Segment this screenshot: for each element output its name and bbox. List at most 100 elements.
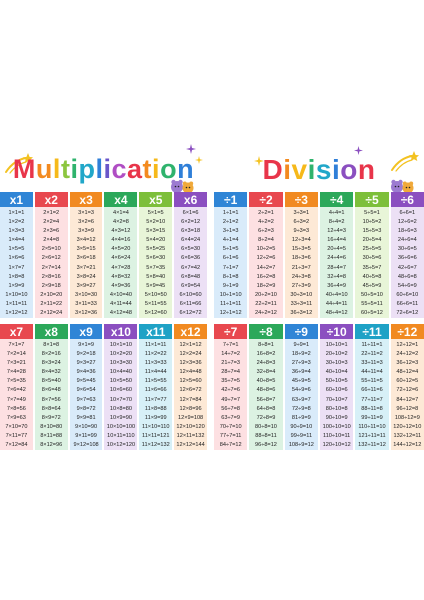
fact-row: 36÷6=6 — [397, 255, 417, 262]
fact-row: 10÷2=5 — [256, 246, 276, 253]
fact-row: 11×6=66 — [144, 387, 167, 394]
fact-row: 3×4=12 — [76, 237, 96, 244]
fact-row: 77÷7=11 — [219, 432, 242, 439]
fact-row: 16÷8=2 — [256, 351, 276, 358]
fact-row: 5×8=40 — [146, 273, 166, 280]
table-header: x12 — [174, 324, 207, 339]
fact-row: 36÷3=12 — [290, 310, 313, 317]
table-body: 8÷8=1 16÷8=2 24÷8=3 32÷8=4 40÷8=5 48÷8=6 56÷8=… — [249, 339, 283, 451]
fact-row: 6×7=42 — [181, 264, 201, 271]
fact-row: 7×5=35 — [6, 378, 26, 385]
fact-row: 100÷10=10 — [322, 423, 351, 430]
table-header: ÷1 — [214, 192, 248, 207]
fact-row: 16÷2=8 — [256, 273, 276, 280]
page-title: Multiplication — [0, 154, 207, 185]
fact-row: 12÷2=6 — [256, 255, 276, 262]
table-body: 8×1=8 8×2=16 8×3=24 8×4=32 8×5=40 8×6=48 8×7=5… — [34, 339, 68, 451]
fact-row: 11×5=55 — [144, 378, 167, 385]
fact-row: 9÷3=3 — [293, 228, 310, 235]
fact-row: 7×8=56 — [6, 405, 26, 412]
fact-row: 144÷12=12 — [393, 442, 422, 449]
fact-row: 12÷3=4 — [291, 237, 311, 244]
fact-row: 11×7=77 — [144, 396, 167, 403]
fact-row: 9÷9=1 — [293, 342, 310, 348]
fact-row: 8×5=40 — [41, 378, 61, 385]
fact-row: 8÷2=4 — [258, 237, 274, 244]
fact-row: 12×4=48 — [179, 369, 202, 376]
fact-row: 8×7=56 — [41, 396, 61, 403]
fact-row: 27÷9=3 — [291, 360, 311, 367]
fact-row: 22÷2=11 — [255, 300, 277, 307]
fact-row: 4×3=12 — [111, 228, 131, 235]
table-column: x9 9×1=9 9×2=18 9×3=27 9×4=36 9×5=45 9×6=54 9×7… — [69, 324, 103, 451]
fact-row: 11×9=99 — [144, 414, 167, 421]
fact-row: 36÷12=3 — [396, 360, 419, 367]
fact-row: 4÷1=4 — [222, 237, 239, 244]
fact-row: 1×10=10 — [5, 291, 28, 298]
fact-row: 1×5=5 — [8, 246, 25, 253]
fact-row: 60÷10=6 — [325, 387, 348, 394]
fact-row: 24÷3=8 — [291, 273, 311, 280]
table-header: ÷9 — [284, 324, 318, 339]
fact-row: 60÷6=10 — [396, 291, 419, 298]
fact-row: 11×8=88 — [144, 405, 167, 412]
fact-row: 12÷4=3 — [327, 228, 347, 235]
table-body: 12×1=12 12×2=24 12×3=36 12×4=48 12×5=60 12×6=… — [174, 339, 207, 451]
fact-row: 40÷4=10 — [325, 291, 348, 298]
fact-row: 90÷10=9 — [325, 414, 348, 421]
fact-row: 2×7=14 — [41, 264, 61, 271]
fact-row: 9×4=36 — [76, 369, 96, 376]
sparkle-icon — [195, 156, 203, 164]
table-column: ÷12 12÷12=1 24÷12=2 36÷12=3 48÷12=4 60÷12=5 72… — [390, 324, 424, 451]
fact-row: 2×8=16 — [41, 273, 61, 280]
table-column: ÷6 6÷6=1 12÷6=2 18÷6=3 24÷6=4 30÷6=5 36÷6=6 42÷… — [390, 192, 424, 319]
fact-row: 55÷11=5 — [361, 378, 383, 385]
fact-row: 12×3=36 — [179, 360, 202, 367]
fact-row: 5×1=5 — [147, 210, 164, 216]
table-column: x11 11×1=11 11×2=22 11×3=33 11×4=44 11×5=55 11… — [139, 324, 173, 451]
fact-row: 96÷8=12 — [255, 442, 277, 449]
fact-row: 8×6=48 — [41, 387, 61, 394]
fact-row: 11×4=44 — [144, 369, 167, 376]
fact-row: 7×1=7 — [8, 342, 25, 348]
table-column: x5 5×1=5 5×2=10 5×3=15 5×4=20 5×5=25 5×6=30 5×7… — [139, 192, 173, 319]
animal-friends-icon — [171, 179, 194, 194]
table-header: ÷12 — [390, 324, 424, 339]
title-letter: o — [340, 154, 358, 185]
fact-row: 36÷4=9 — [327, 282, 347, 289]
division-row-1: ÷1 1÷1=1 2÷1=2 3÷1=3 4÷1=4 5÷1=5 6÷1=6 7÷1=7 8÷1… — [214, 192, 424, 319]
fact-row: 30÷6=5 — [397, 246, 417, 253]
fact-row: 10×6=60 — [109, 387, 132, 394]
fact-row: 132÷12=11 — [393, 432, 422, 439]
title-letter: i — [103, 154, 112, 184]
fact-row: 6×10=60 — [179, 291, 202, 298]
table-header: x1 — [0, 192, 33, 207]
fact-row: 99÷11=9 — [361, 414, 383, 421]
title-letter: n — [357, 154, 376, 185]
fact-row: 64÷8=8 — [256, 405, 276, 412]
fact-row: 8×9=72 — [41, 414, 61, 421]
fact-row: 7×4=28 — [6, 369, 26, 376]
fact-row: 2×5=10 — [41, 246, 61, 253]
fact-row: 8÷1=8 — [222, 273, 239, 280]
fact-row: 3×10=30 — [75, 291, 98, 298]
fact-row: 120÷10=12 — [322, 442, 351, 449]
fact-row: 72÷12=6 — [396, 387, 419, 394]
fact-row: 30÷3=10 — [290, 291, 313, 298]
fact-row: 7×2=14 — [6, 351, 26, 358]
table-column: ÷10 10÷10=1 20÷10=2 30÷10=3 40÷10=4 50÷10=5 60… — [319, 324, 354, 451]
fact-row: 8÷4=2 — [328, 219, 345, 226]
fact-row: 12÷6=2 — [397, 219, 417, 226]
fact-row: 7×3=21 — [6, 360, 26, 367]
table-body: 1÷1=1 2÷1=2 3÷1=3 4÷1=4 5÷1=5 6÷1=6 7÷1=7 8÷1=8… — [214, 207, 248, 319]
fact-row: 3÷3=1 — [293, 210, 310, 216]
fact-row: 6÷2=3 — [258, 228, 274, 235]
fact-row: 4×12=48 — [109, 310, 132, 317]
table-column: ÷2 2÷2=1 4÷2=2 6÷2=3 8÷2=4 10÷2=5 12÷2=6 14÷2=7… — [249, 192, 283, 319]
fact-row: 84÷7=12 — [219, 442, 242, 449]
fact-row: 72÷8=9 — [256, 414, 276, 421]
fact-row: 50÷5=10 — [361, 291, 383, 298]
fact-row: 8×1=8 — [43, 342, 60, 348]
fact-row: 6×4=24 — [181, 237, 201, 244]
table-column: ÷7 7÷7=1 14÷7=2 21÷7=3 28÷7=4 35÷7=5 42÷7=6 49÷… — [214, 324, 248, 451]
